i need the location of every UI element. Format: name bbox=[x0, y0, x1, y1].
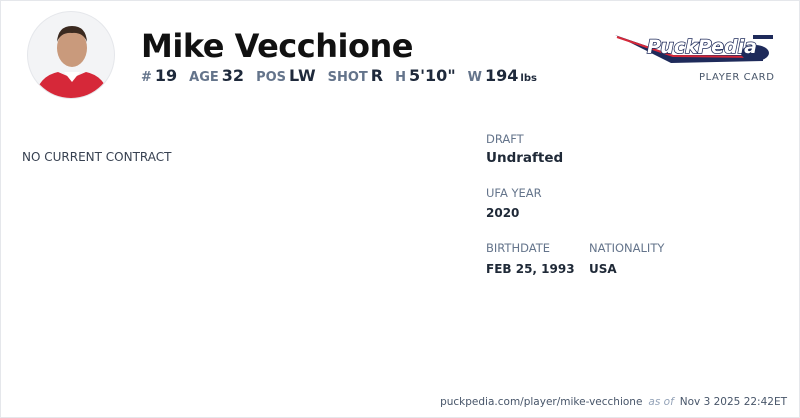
footer: puckpedia.com/player/mike-vecchione as of… bbox=[440, 396, 787, 408]
stat-weight: W 194 lbs bbox=[468, 66, 537, 85]
number-label: # bbox=[141, 70, 152, 85]
draft-label: DRAFT bbox=[486, 132, 524, 146]
height-label: H bbox=[395, 70, 407, 85]
contract-status: NO CURRENT CONTRACT bbox=[22, 150, 172, 164]
weight-label: W bbox=[467, 70, 482, 85]
number-value: 19 bbox=[154, 66, 178, 85]
draft-value: Undrafted bbox=[486, 150, 564, 166]
timestamp: Nov 3 2025 22:42ET bbox=[679, 396, 787, 408]
player-name: Mike Vecchione bbox=[141, 27, 413, 65]
player-card-label: PLAYER CARD bbox=[699, 72, 775, 83]
age-value: 32 bbox=[221, 66, 245, 85]
pos-label: POS bbox=[256, 70, 287, 85]
ufa-year-label: UFA YEAR bbox=[486, 186, 542, 200]
stat-number: #19 bbox=[141, 66, 177, 85]
nationality-label: NATIONALITY bbox=[589, 241, 665, 255]
shot-value: R bbox=[370, 66, 384, 85]
avatar bbox=[27, 11, 115, 99]
player-url-link[interactable]: puckpedia.com/player/mike-vecchione bbox=[440, 396, 643, 408]
player-stats: #19 AGE 32 POS LW SHOT R H 5'10" W 194 lbs bbox=[141, 66, 549, 85]
pos-value: LW bbox=[289, 66, 316, 85]
birthdate-label: BIRTHDATE bbox=[486, 241, 551, 255]
svg-text:PuckPedia: PuckPedia bbox=[647, 36, 757, 58]
stat-pos: POS LW bbox=[256, 66, 316, 85]
as-of-label: as of bbox=[648, 396, 674, 408]
height-value: 5'10" bbox=[409, 66, 456, 85]
shot-label: SHOT bbox=[327, 70, 368, 85]
age-label: AGE bbox=[189, 70, 219, 85]
stat-height: H 5'10" bbox=[395, 66, 456, 85]
weight-unit: lbs bbox=[520, 73, 537, 84]
stat-shot: SHOT R bbox=[328, 66, 384, 85]
puckpedia-logo: PuckPedia bbox=[615, 35, 773, 63]
birthdate-value: FEB 25, 1993 bbox=[486, 262, 575, 276]
ufa-year-value: 2020 bbox=[486, 206, 520, 220]
nationality-value: USA bbox=[589, 262, 617, 276]
stat-age: AGE 32 bbox=[189, 66, 244, 85]
weight-value: 194 bbox=[485, 66, 519, 85]
